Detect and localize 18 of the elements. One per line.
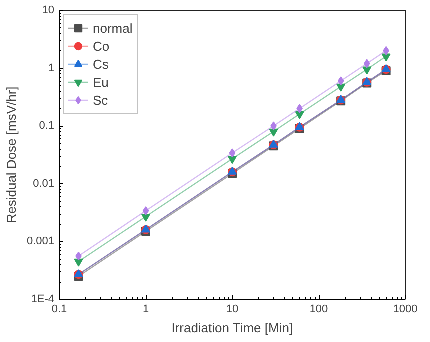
y-tick-label: 1: [48, 62, 55, 74]
x-axis-title: Irradiation Time [Min]: [172, 320, 294, 336]
y-tick-label: 0.001: [26, 236, 55, 248]
x-tick-label: 0.1: [52, 304, 68, 316]
y-tick-label: 0.01: [33, 178, 55, 190]
x-tick-label: 10: [226, 304, 239, 316]
legend-label: Co: [93, 38, 111, 55]
x-tick-label: 100: [310, 304, 328, 316]
legend-label: normal: [93, 20, 133, 37]
y-tick-label: 10: [42, 4, 55, 16]
legend-label: Sc: [93, 92, 110, 109]
y-tick-label: 0.1: [39, 120, 55, 132]
legend-label: Cs: [93, 56, 110, 73]
legend-label: Eu: [93, 74, 110, 91]
y-tick-label: 1E-4: [31, 294, 55, 306]
x-tick-label: 1000: [393, 304, 418, 316]
x-tick-label: 1: [142, 304, 150, 316]
y-axis-title: Residual Dose [msV/hr]: [4, 86, 19, 224]
